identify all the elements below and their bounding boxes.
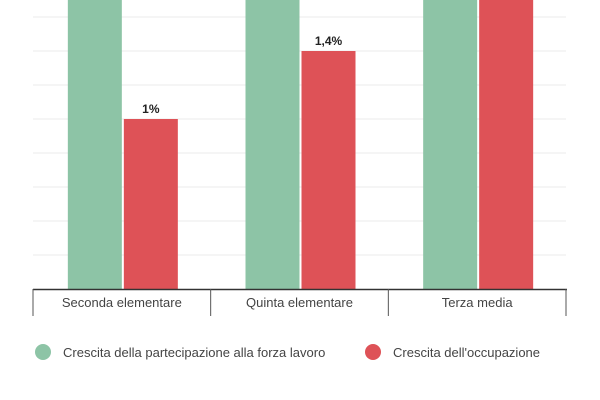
legend-label-partecipazione: Crescita della partecipazione alla forza… (63, 345, 325, 360)
legend-label-occupazione: Crescita dell'occupazione (393, 345, 540, 360)
bar-partecipazione (423, 0, 478, 289)
x-axis: Seconda elementare Quinta elementare Terza… (32, 288, 567, 316)
category-label: Terza media (442, 295, 514, 310)
data-label: 1% (142, 102, 160, 116)
bar-occupazione (301, 51, 356, 289)
category-label: Seconda elementare (62, 295, 182, 310)
bar-occupazione (123, 119, 178, 289)
legend: Crescita della partecipazione alla forza… (35, 344, 540, 360)
category-label: Quinta elementare (246, 295, 353, 310)
bar-partecipazione (245, 0, 300, 289)
data-label: 1,4% (315, 34, 343, 48)
legend-swatch-partecipazione (35, 344, 51, 360)
legend-swatch-occupazione (365, 344, 381, 360)
bar-partecipazione (67, 0, 122, 289)
data-labels: 1% 1,4% (142, 34, 342, 116)
bar-occupazione (479, 0, 534, 289)
bars (67, 0, 534, 289)
